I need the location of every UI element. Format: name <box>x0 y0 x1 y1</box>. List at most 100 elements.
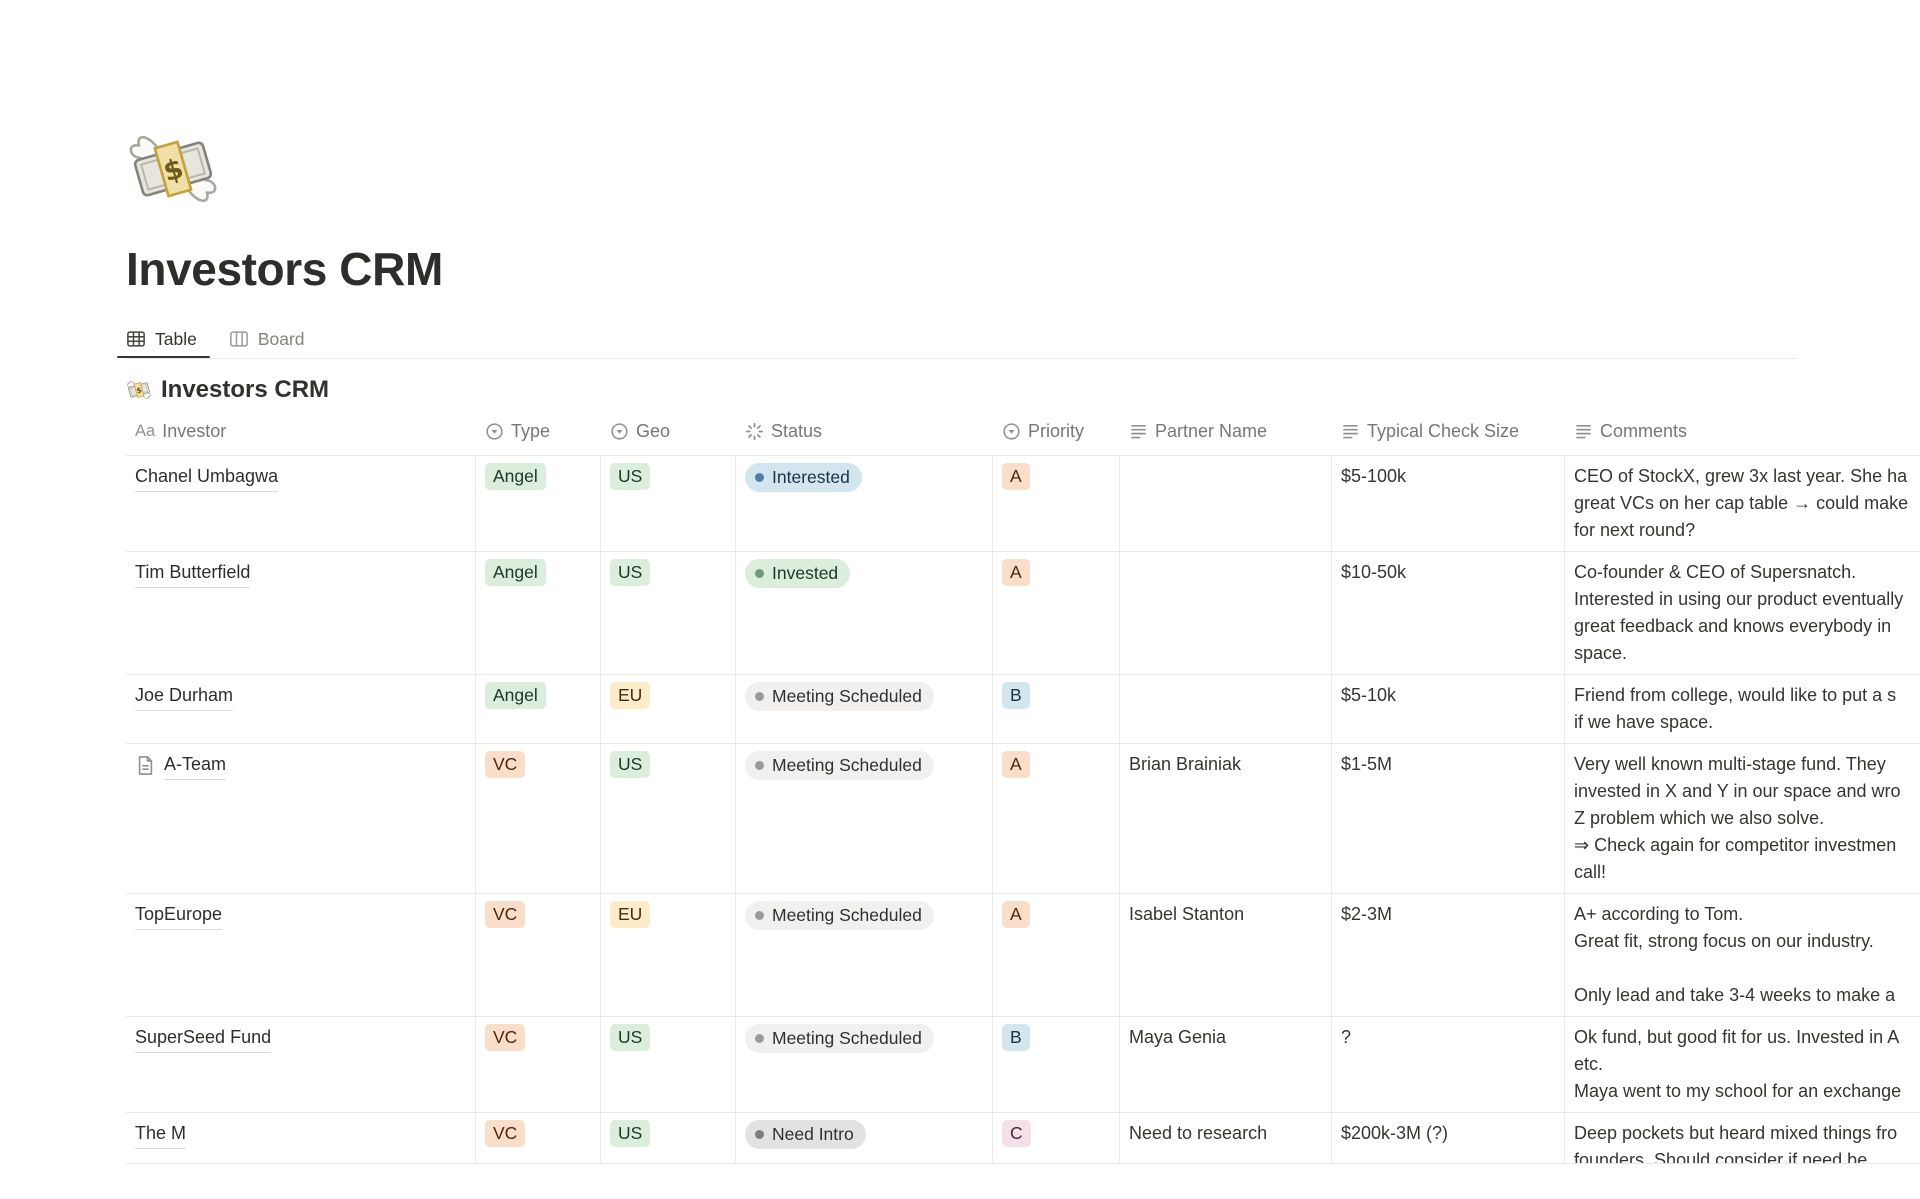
comment-line: CEO of StockX, grew 3x last year. She ha <box>1574 466 1908 486</box>
tab-board[interactable]: Board <box>229 320 305 358</box>
comments-cell[interactable]: Ok fund, but good fit for us. Invested i… <box>1565 1017 1920 1112</box>
partner-name-cell[interactable] <box>1120 456 1332 551</box>
column-header-geo[interactable]: Geo <box>601 408 736 455</box>
comments-cell[interactable]: A+ according to Tom. Great fit, strong fo… <box>1565 894 1920 1016</box>
geo-cell[interactable]: US <box>601 744 736 893</box>
partner-name-cell[interactable]: Brian Brainiak <box>1120 744 1332 893</box>
type-cell[interactable]: VC <box>476 1113 601 1163</box>
type-cell[interactable]: Angel <box>476 675 601 743</box>
investor-cell[interactable]: TopEurope <box>126 894 476 1016</box>
priority-cell[interactable]: C <box>993 1113 1120 1163</box>
database-emoji-money-with-wings <box>126 377 152 403</box>
partner-name-cell[interactable]: Maya Genia <box>1120 1017 1332 1112</box>
database-title[interactable]: Investors CRM <box>126 372 1920 408</box>
comments-cell[interactable]: Friend from college, would like to put a… <box>1565 675 1920 743</box>
status-cell[interactable]: Invested <box>736 552 993 674</box>
type-cell[interactable]: VC <box>476 894 601 1016</box>
column-header-type[interactable]: Type <box>476 408 601 455</box>
geo-cell[interactable]: US <box>601 1113 736 1163</box>
column-header-investor[interactable]: Aa Investor <box>135 421 227 441</box>
check-size-cell[interactable]: ? <box>1332 1017 1565 1112</box>
investor-cell[interactable]: Joe Durham <box>126 675 476 743</box>
check-size-cell[interactable]: $5-10k <box>1332 675 1565 743</box>
comment-line: ⇒ Check again for competitor investmen <box>1574 835 1897 855</box>
geo-badge: US <box>610 463 651 490</box>
page-title[interactable]: Investors CRM <box>126 243 443 295</box>
type-cell[interactable]: Angel <box>476 456 601 551</box>
partner-name-cell[interactable] <box>1120 552 1332 674</box>
comments-cell[interactable]: Very well known multi-stage fund. They in… <box>1565 744 1920 893</box>
column-header-status[interactable]: Status <box>736 408 993 455</box>
investor-cell[interactable]: Chanel Umbagwa <box>126 456 476 551</box>
comment-line: A+ according to Tom. <box>1574 904 1744 924</box>
geo-cell[interactable]: US <box>601 1017 736 1112</box>
tab-table[interactable]: Table <box>117 320 210 358</box>
comment-line: for next round? <box>1574 520 1696 540</box>
check-size-cell[interactable]: $10-50k <box>1332 552 1565 674</box>
comment-line: Interested in using our product eventual… <box>1574 589 1904 609</box>
status-cell[interactable]: Meeting Scheduled <box>736 675 993 743</box>
priority-badge: A <box>1002 901 1030 928</box>
status-badge: Invested <box>745 559 851 588</box>
investors-table: Aa Investor Type Geo Status Priority Part… <box>126 408 1920 1164</box>
priority-cell[interactable]: B <box>993 1017 1120 1112</box>
partner-name-cell[interactable]: Need to research <box>1120 1113 1332 1163</box>
check-size-cell[interactable]: $200k-3M (?) <box>1332 1113 1565 1163</box>
page-icon-money-with-wings[interactable] <box>126 122 220 216</box>
notion-page: Investors CRM Table Board Investors CRM … <box>117 0 1920 1164</box>
column-header-priority[interactable]: Priority <box>993 408 1120 455</box>
investor-page-link[interactable]: Joe Durham <box>135 682 234 711</box>
priority-cell[interactable]: A <box>993 456 1120 551</box>
check-size-cell[interactable]: $2-3M <box>1332 894 1565 1016</box>
geo-cell[interactable]: EU <box>601 894 736 1016</box>
comments-cell[interactable]: Deep pockets but heard mixed things fro f… <box>1565 1113 1920 1163</box>
type-cell[interactable]: VC <box>476 1017 601 1112</box>
status-cell[interactable]: Meeting Scheduled <box>736 894 993 1016</box>
table-row: Joe Durham Angel EU Meeting Scheduled B … <box>126 675 1920 744</box>
type-cell[interactable]: VC <box>476 744 601 893</box>
status-cell[interactable]: Interested <box>736 456 993 551</box>
investor-cell[interactable]: The M <box>126 1113 476 1163</box>
column-header-comments[interactable]: Comments <box>1565 408 1920 455</box>
comment-line: Deep pockets but heard mixed things fro <box>1574 1123 1898 1143</box>
type-badge: Angel <box>485 559 546 586</box>
check-size-cell[interactable]: $5-100k <box>1332 456 1565 551</box>
type-cell[interactable]: Angel <box>476 552 601 674</box>
column-header-partner-name[interactable]: Partner Name <box>1120 408 1332 455</box>
investor-page-link[interactable]: SuperSeed Fund <box>135 1024 272 1053</box>
partner-name-cell[interactable] <box>1120 675 1332 743</box>
priority-cell[interactable]: B <box>993 675 1120 743</box>
investor-cell[interactable]: A-Team <box>126 744 476 893</box>
status-cell[interactable]: Meeting Scheduled <box>736 1017 993 1112</box>
select-icon <box>610 422 629 441</box>
table-row: TopEurope VC EU Meeting Scheduled A Isab… <box>126 894 1920 1017</box>
type-badge: VC <box>485 751 526 778</box>
investor-cell[interactable]: Tim Butterfield <box>126 552 476 674</box>
partner-name-cell[interactable]: Isabel Stanton <box>1120 894 1332 1016</box>
investor-page-link[interactable]: A-Team <box>164 751 227 780</box>
geo-cell[interactable]: US <box>601 456 736 551</box>
priority-cell[interactable]: A <box>993 744 1120 893</box>
type-badge: Angel <box>485 463 546 490</box>
investor-cell[interactable]: SuperSeed Fund <box>126 1017 476 1112</box>
comment-line: if we have space. <box>1574 712 1714 732</box>
table-view-icon <box>126 329 146 349</box>
priority-badge: C <box>1002 1120 1031 1147</box>
column-header-typical-check-size[interactable]: Typical Check Size <box>1332 408 1565 455</box>
investor-page-link[interactable]: The M <box>135 1120 187 1149</box>
status-cell[interactable]: Meeting Scheduled <box>736 744 993 893</box>
priority-cell[interactable]: A <box>993 894 1120 1016</box>
geo-cell[interactable]: US <box>601 552 736 674</box>
priority-cell[interactable]: A <box>993 552 1120 674</box>
geo-badge: US <box>610 559 651 586</box>
investor-page-link[interactable]: Tim Butterfield <box>135 559 251 588</box>
comments-cell[interactable]: CEO of StockX, grew 3x last year. She ha… <box>1565 456 1920 551</box>
tab-board-label: Board <box>257 328 305 349</box>
status-dot <box>755 569 764 578</box>
investor-page-link[interactable]: Chanel Umbagwa <box>135 463 279 492</box>
check-size-cell[interactable]: $1-5M <box>1332 744 1565 893</box>
geo-cell[interactable]: EU <box>601 675 736 743</box>
investor-page-link[interactable]: TopEurope <box>135 901 223 930</box>
status-cell[interactable]: Need Intro <box>736 1113 993 1163</box>
comments-cell[interactable]: Co-founder & CEO of Supersnatch. Interest… <box>1565 552 1920 674</box>
